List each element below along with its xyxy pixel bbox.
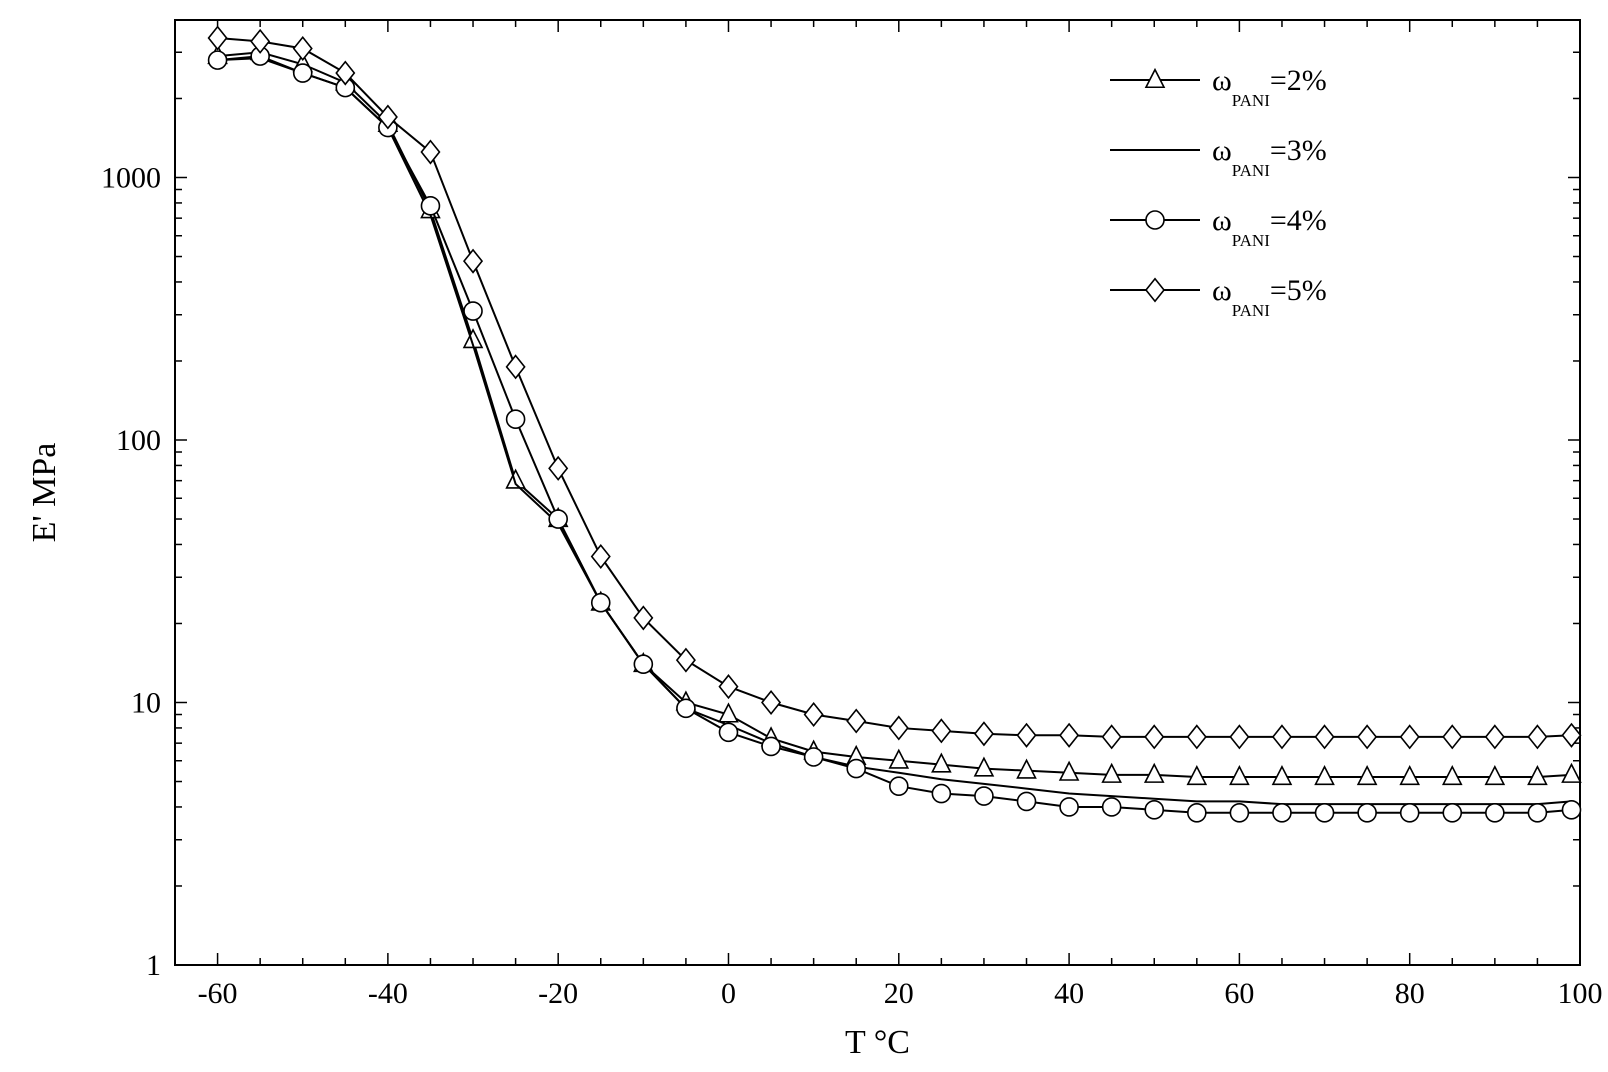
svg-text:60: 60 [1224,977,1254,1010]
svg-text:-20: -20 [538,977,578,1010]
svg-text:ωPANI=5%: ωPANI=5% [1212,274,1327,320]
svg-text:100: 100 [1558,977,1603,1010]
series-wPANI=5% [209,27,1581,748]
legend: ωPANI=2% ωPANI=3% ωPANI=4% ωPANI=5% [1110,64,1327,320]
series-wPANI=2% [209,42,1581,784]
svg-text:-40: -40 [368,977,408,1010]
x-axis-label: T °C [845,1024,910,1061]
svg-text:1: 1 [146,949,161,982]
svg-text:T °C: T °C [845,1024,910,1061]
svg-text:-60: -60 [198,977,238,1010]
svg-text:80: 80 [1395,977,1425,1010]
svg-text:40: 40 [1054,977,1084,1010]
svg-text:20: 20 [884,977,914,1010]
svg-text:ωPANI=4%: ωPANI=4% [1212,204,1327,250]
svg-text:0: 0 [721,977,736,1010]
modulus-vs-temperature-chart: -60 -40 -20 0 20 40 60 80 100 T °C 1 10 100 1000 E' MP… [0,0,1608,1072]
y-axis-label: E' MPa [26,443,63,543]
series-wPANI=4% [209,47,1581,822]
svg-text:ωPANI=3%: ωPANI=3% [1212,134,1327,180]
series-wPANI=3% [218,58,1572,804]
svg-text:100: 100 [116,424,161,457]
svg-text:E' MPa: E' MPa [26,443,63,543]
svg-text:10: 10 [131,687,161,720]
svg-text:ωPANI=2%: ωPANI=2% [1212,64,1327,110]
svg-text:1000: 1000 [101,162,161,195]
